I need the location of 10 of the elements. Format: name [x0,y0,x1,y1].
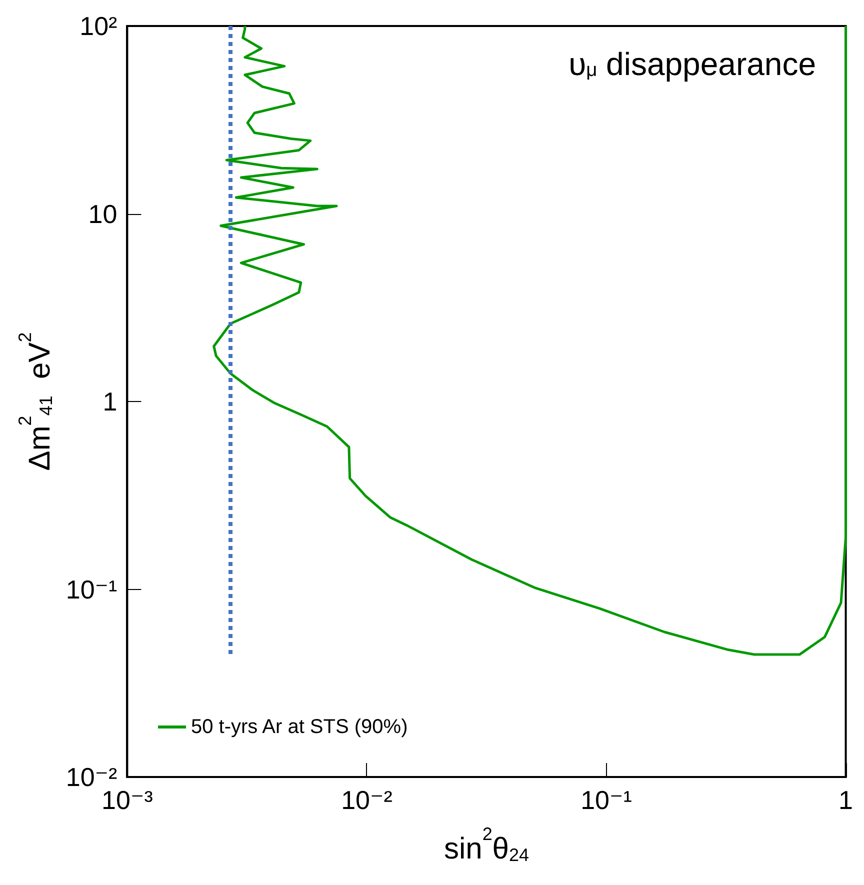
x-tick-label: 1 [838,785,854,815]
y-tick-label: 10 [88,198,118,229]
annotation: υμ disappearance [568,46,816,82]
legend-label: 50 t-yrs Ar at STS (90%) [191,716,408,738]
y-tick-label: 10² [80,11,118,41]
x-tick-label: 10⁻² [341,785,393,815]
y-tick-label: 1 [102,386,118,416]
x-tick-label: 10⁻¹ [580,785,632,815]
y-tick-label: 10⁻¹ [66,574,118,604]
y-axis-title: Δm241 eV2 [15,332,56,471]
